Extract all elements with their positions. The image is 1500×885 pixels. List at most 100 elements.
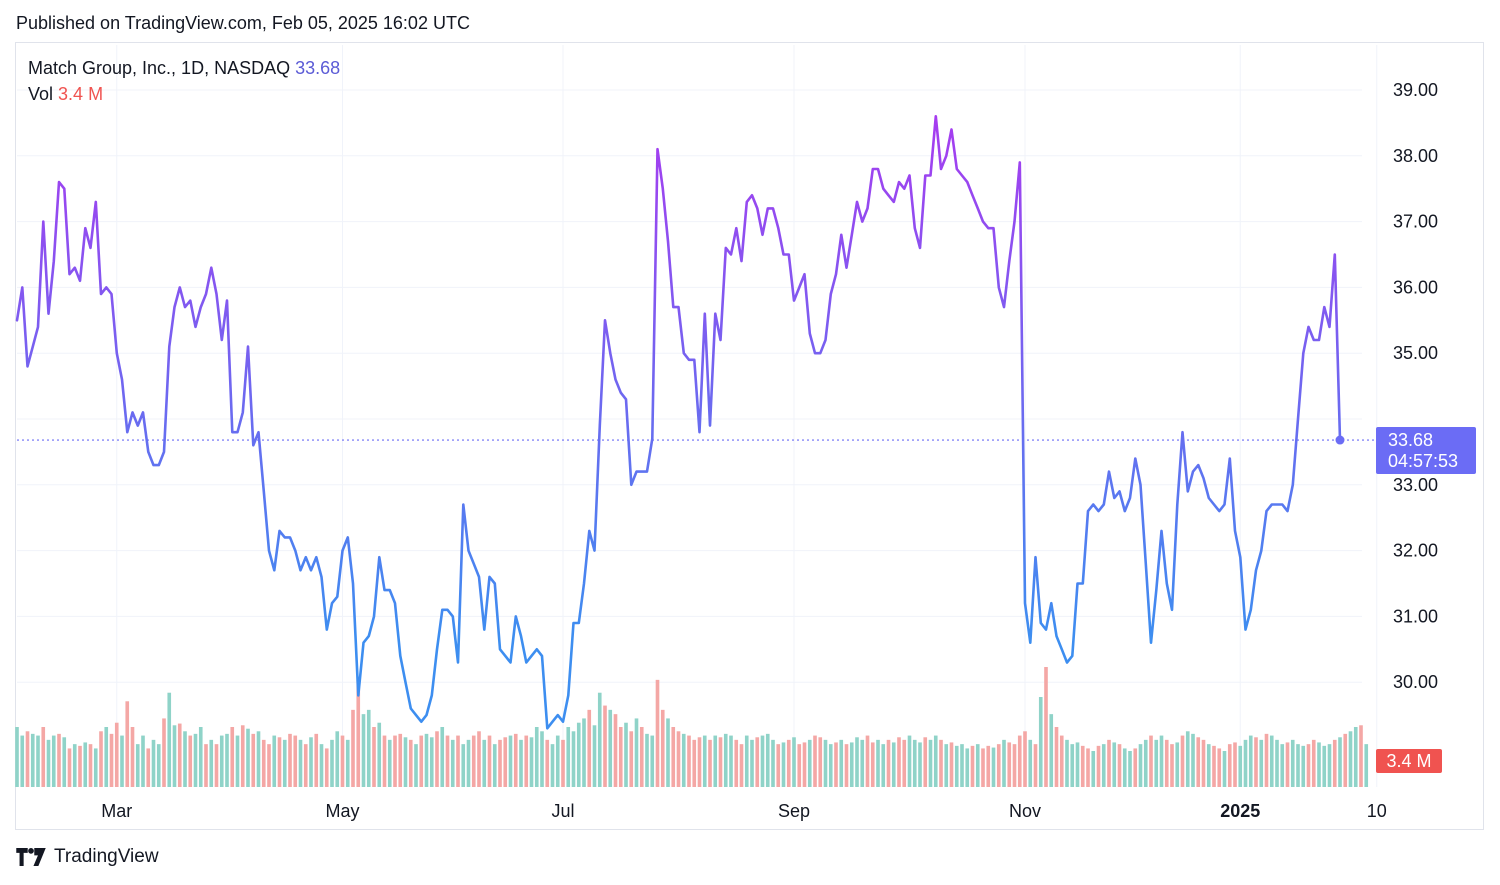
volume-bar [986,745,991,787]
volume-bar [1028,739,1033,787]
volume-bar [435,731,439,787]
volume-bar [912,739,917,787]
volume-bar [120,735,124,787]
volume-bar [482,739,487,787]
volume-bar [198,727,203,787]
volume-bar [403,737,408,787]
price-axis[interactable]: 30.0031.0032.0033.0034.0035.0036.0037.00… [1393,80,1438,692]
volume-bar [36,735,40,787]
volume-bar [755,737,760,787]
time-axis[interactable]: Mar May Jul Sep Nov 2025 10 [101,801,1387,821]
volume-bar [1201,739,1206,787]
volume-bar [1191,733,1195,787]
volume-bar [645,733,649,787]
tradingview-logo-icon [16,848,46,866]
volume-bar [78,745,82,787]
volume-bar [1185,731,1190,787]
volume-bar [440,727,445,787]
volume-bar [1112,742,1117,787]
y-tick-label: 33.00 [1393,475,1438,495]
volume-bar [1243,739,1248,787]
volume-bar [298,739,303,787]
volume-bar [167,692,172,787]
volume-bar [608,709,613,787]
volume-bar [991,747,996,787]
volume-bar [603,705,607,787]
volume-bar [582,718,586,787]
volume-bar [1065,739,1069,787]
volume-bar [1138,744,1143,787]
volume-bar [51,735,56,787]
price-tag-countdown: 04:57:53 [1388,451,1458,471]
volume-bar [1049,714,1054,787]
volume-bar [540,731,544,787]
volume-bar [141,735,145,787]
y-tick-label: 31.00 [1393,606,1438,626]
volume-bar [1285,742,1290,787]
volume-bar [744,735,749,787]
volume-bar [1096,745,1101,787]
volume-bar [613,714,618,787]
volume-bar [839,739,844,787]
volume-bar [734,739,739,787]
volume-bar [1353,727,1358,787]
y-tick-label: 32.00 [1393,541,1438,561]
volume-bar [1007,742,1012,787]
volume-bar [288,733,292,787]
volume-bar [975,744,980,787]
volume-bar [309,737,313,787]
last-price-dot [1335,435,1345,445]
volume-bar [104,727,109,787]
volume-bar [209,739,214,787]
volume-bar [1254,737,1258,787]
footer-brand[interactable]: TradingView [16,846,159,868]
volume-bar [676,731,681,787]
volume-bar [1070,744,1075,787]
volume-bar [807,739,812,787]
volume-bar [1059,735,1064,787]
volume-bar [214,744,219,787]
y-tick-label: 39.00 [1393,80,1438,100]
volume-bar [561,739,565,787]
volume-bar [650,735,655,787]
volume-bar [1038,697,1043,787]
legend-symbol[interactable]: Match Group, Inc., 1D, NASDAQ [28,58,291,78]
volume-bar [1206,744,1211,787]
volume-bar [1149,735,1153,787]
volume-bar [1107,739,1111,787]
volume-bar [550,744,555,787]
volume-bar [372,727,376,787]
volume-bar [655,679,660,787]
volume-bar [1290,739,1295,787]
volume-bar [1269,735,1274,787]
legend-vol-label[interactable]: Vol [28,84,54,104]
volume-bar [702,735,707,787]
volume-bar [834,742,838,787]
volume-bar [723,733,728,787]
volume-bar [277,737,282,787]
volume-bar [660,709,665,787]
volume-bar [1075,742,1080,787]
x-tick-label: 10 [1367,801,1387,821]
volume-bar [954,745,959,787]
volume-bar [445,735,450,787]
volume-bar [324,748,329,787]
volume-bar [1080,745,1085,787]
volume-bar [361,714,366,787]
volume-bar [844,744,849,787]
volume-bar [88,744,93,787]
volume-bar [1238,745,1243,787]
chart-legend: Match Group, Inc., 1D, NASDAQ 33.68 Vol … [28,55,340,107]
volume-bar [1159,735,1164,787]
volume-bar [130,727,135,787]
volume-bar [529,737,534,787]
volume-bar [949,742,954,787]
volume-bar [125,701,130,787]
volume-bar [366,709,371,787]
volume-bar [1222,751,1227,787]
volume-bar [172,725,177,787]
volume-bar [687,735,691,787]
volume-bar [1248,735,1253,787]
volume-bar [713,735,718,787]
